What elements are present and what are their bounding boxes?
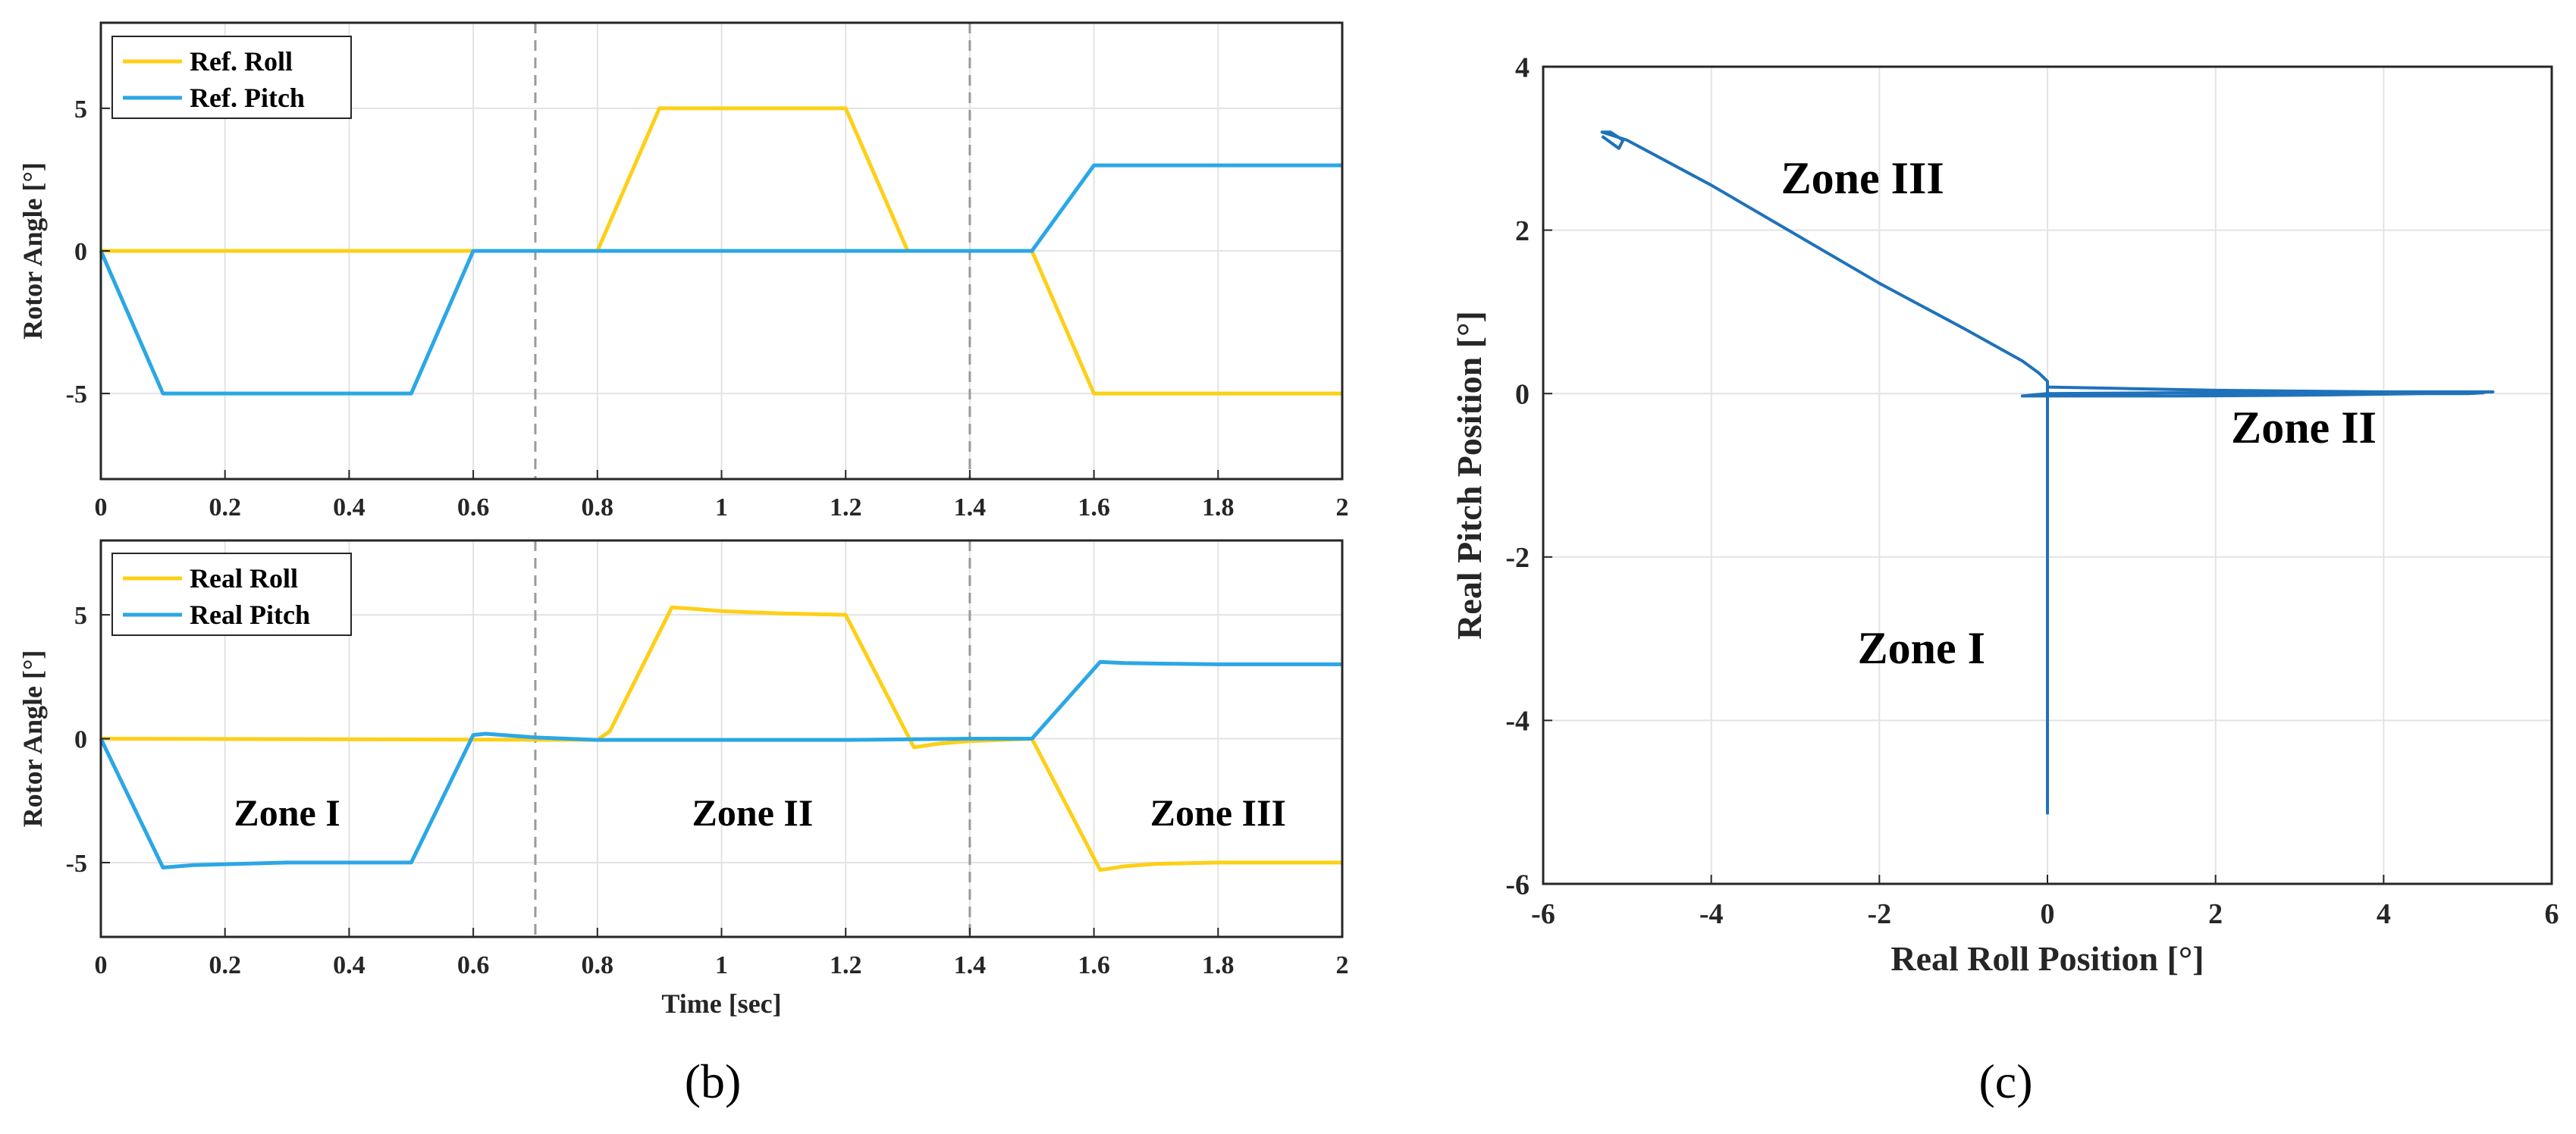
x-tick-label: 2 — [1336, 493, 1349, 522]
y-axis-label: Real Pitch Position [°] — [1450, 311, 1489, 640]
x-tick-label: 1.4 — [954, 951, 987, 979]
caption-c: (c) — [1978, 1054, 2032, 1108]
series-line — [99, 659, 1342, 869]
x-tick-label: 1.8 — [1202, 493, 1235, 522]
x-tick-label: 0.6 — [457, 951, 490, 979]
x-tick-label: 1.6 — [1078, 951, 1110, 979]
x-tick-label: 0 — [2041, 898, 2055, 930]
chart-ref-angles: 0 0.2 0.4 0.6 0.8 1 1.2 1.4 1.6 1.8 2 -5 0 5 Rotor Ang… — [17, 21, 1349, 522]
x-tick-label: 0.8 — [582, 951, 614, 979]
y-tick-label: -4 — [1505, 706, 1530, 738]
series-line — [101, 106, 1342, 396]
chart-real-angles: 0 0.2 0.4 0.6 0.8 1 1.2 1.4 1.6 1.8 2 -5 0 5 Time [sec… — [17, 539, 1349, 1019]
y-tick-label: 4 — [1515, 52, 1530, 83]
x-tick-label: 0.4 — [333, 493, 366, 522]
x-tick-label: 1.4 — [954, 493, 987, 522]
x-tick-label: 1.2 — [830, 951, 862, 979]
x-tick-label: 0 — [95, 951, 108, 979]
x-axis-label: Real Roll Position [°] — [1890, 939, 2204, 978]
y-tick-label: 0 — [74, 725, 87, 753]
series-line — [99, 163, 1342, 396]
x-tick-label: 6 — [2545, 898, 2559, 930]
zone-annotation: Zone II — [692, 791, 814, 834]
chart-roll-pitch-trajectory: -6 -4 -2 0 2 4 6 -6 -4 -2 0 2 4 Real Roll Position [°… — [1450, 52, 2559, 978]
y-tick-label: -6 — [1505, 869, 1530, 901]
legend-box — [111, 553, 352, 636]
x-tick-label: 0.6 — [457, 493, 490, 522]
y-axis-label: Rotor Angle [°] — [17, 162, 48, 340]
y-axis-label: Rotor Angle [°] — [17, 650, 48, 828]
x-tick-label: 2 — [2208, 898, 2223, 930]
series-line — [2020, 385, 2495, 398]
x-tick-label: 2 — [1336, 951, 1349, 979]
x-tick-label: -2 — [1868, 898, 1892, 930]
zone-annotation: Zone III — [1150, 791, 1286, 834]
x-tick-label: 0.8 — [582, 493, 614, 522]
y-tick-label: 5 — [74, 96, 87, 124]
x-tick-label: 0.4 — [333, 951, 366, 979]
y-tick-label: 5 — [74, 602, 87, 630]
caption-b: (b) — [685, 1054, 742, 1108]
x-tick-label: 4 — [2377, 898, 2391, 930]
y-tick-label: -5 — [66, 850, 87, 878]
legend-label: Real Pitch — [190, 600, 310, 630]
x-tick-label: -4 — [1699, 898, 1724, 930]
zone-annotation: Zone I — [234, 791, 340, 834]
zone-annotation: Zone I — [1858, 623, 1985, 673]
legend-label: Ref. Pitch — [190, 83, 305, 113]
legend-box — [111, 36, 352, 119]
zone-annotation: Zone II — [2231, 403, 2377, 453]
series-line — [100, 605, 1342, 872]
y-tick-label: 0 — [74, 238, 87, 266]
zone-annotation: Zone III — [1781, 153, 1944, 203]
x-tick-label: 1.6 — [1078, 493, 1110, 522]
x-tick-label: 1.8 — [1202, 951, 1235, 979]
x-tick-label: -6 — [1531, 898, 1555, 930]
x-tick-label: 0.2 — [209, 493, 241, 522]
x-tick-label: 1.2 — [830, 493, 862, 522]
legend-label: Real Roll — [190, 563, 298, 594]
y-tick-label: 2 — [1515, 215, 1530, 247]
x-tick-label: 0 — [95, 493, 108, 522]
y-tick-label: 0 — [1515, 379, 1530, 411]
y-tick-label: -5 — [66, 381, 87, 409]
x-tick-label: 1 — [715, 493, 728, 522]
x-tick-label: 0.2 — [209, 951, 241, 979]
x-tick-label: 1 — [715, 951, 728, 979]
x-axis-label: Time [sec] — [661, 988, 781, 1019]
y-tick-label: -2 — [1505, 542, 1530, 574]
series-line — [1600, 130, 2049, 815]
legend-label: Ref. Roll — [190, 46, 293, 77]
